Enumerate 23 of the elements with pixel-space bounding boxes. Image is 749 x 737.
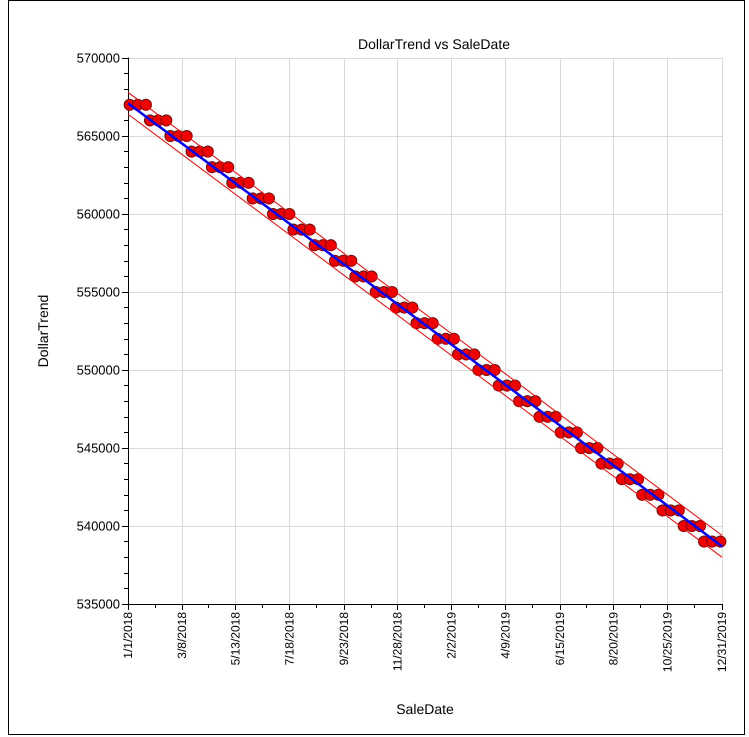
y-axis-title: DollarTrend <box>35 294 51 368</box>
y-tick-label: 545000 <box>76 440 120 456</box>
y-tick-label: 570000 <box>76 50 120 66</box>
y-tick-label: 565000 <box>76 128 120 144</box>
x-tick-label: 9/23/2018 <box>336 612 351 666</box>
y-tick-label: 535000 <box>76 596 120 612</box>
x-tick-label: 8/20/2019 <box>606 612 621 666</box>
x-tick-label: 3/8/2018 <box>174 612 189 659</box>
x-tick-label: 10/25/2019 <box>660 612 674 672</box>
x-tick-label: 6/15/2019 <box>552 612 567 666</box>
x-tick-label: 4/9/2019 <box>498 612 512 659</box>
x-tick-label: 2/2/2019 <box>444 612 458 659</box>
y-tick-label: 550000 <box>76 362 120 378</box>
y-tick-label: 540000 <box>76 518 120 534</box>
x-tick-label: 1/1/2018 <box>121 612 135 659</box>
x-tick-label: 5/13/2018 <box>228 612 243 666</box>
y-tick-label: 555000 <box>76 284 120 300</box>
x-axis-title: SaleDate <box>396 701 454 717</box>
x-tick-label: 7/18/2018 <box>282 612 296 666</box>
y-tick-label: 560000 <box>76 206 120 222</box>
x-tick-label: 12/31/2019 <box>715 612 729 672</box>
chart-title: DollarTrend vs SaleDate <box>358 36 510 52</box>
x-tick-label: 11/28/2018 <box>390 612 405 672</box>
